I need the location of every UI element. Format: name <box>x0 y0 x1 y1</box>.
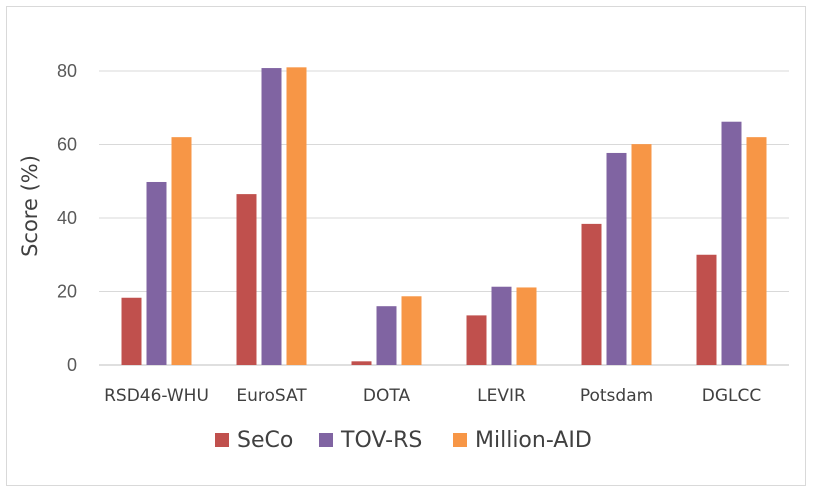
x-category-label: DGLCC <box>702 386 761 406</box>
x-axis-categories: RSD46-WHU EuroSAT DOTA LEVIR Potsdam DGLCC <box>104 386 761 406</box>
y-axis-ticks: 0 20 40 60 80 <box>57 61 77 375</box>
bar-tov-rs-potsdam <box>606 152 627 365</box>
bar-seco-eurosat <box>236 194 257 365</box>
x-category-label: EuroSAT <box>236 386 307 406</box>
bar-million-aid-levir <box>516 287 537 365</box>
legend-swatch-seco <box>215 433 229 447</box>
y-tick-label: 0 <box>67 355 77 375</box>
bar-million-aid-eurosat <box>286 67 307 365</box>
y-tick-label: 20 <box>57 282 77 302</box>
y-tick-label: 80 <box>57 61 77 81</box>
x-category-label: LEVIR <box>477 386 526 406</box>
bar-tov-rs-rsd46-whu <box>146 181 167 365</box>
bar-tov-rs-dota <box>376 306 397 365</box>
legend-label-tov-rs: TOV-RS <box>340 428 422 453</box>
bar-tov-rs-levir <box>491 286 512 365</box>
y-tick-label: 60 <box>57 135 77 155</box>
bar-chart: 0 20 40 60 80 RSD46-WHU EuroSAT DOTA LEVIR Potsd… <box>18 61 789 453</box>
bar-million-aid-dglcc <box>746 137 767 365</box>
legend-swatch-tov-rs <box>319 433 333 447</box>
bar-seco-rsd46-whu <box>121 297 142 365</box>
bar-tov-rs-dglcc <box>721 121 742 365</box>
chart-frame: 0 20 40 60 80 RSD46-WHU EuroSAT DOTA LEVIR Potsd… <box>6 6 806 486</box>
bar-seco-dota <box>351 361 372 365</box>
bar-seco-dglcc <box>696 254 717 365</box>
bar-seco-levir <box>466 315 487 365</box>
legend-label-million-aid: Million-AID <box>475 428 592 453</box>
bar-tov-rs-eurosat <box>261 68 282 365</box>
x-category-label: RSD46-WHU <box>104 386 209 406</box>
bar-seco-potsdam <box>581 223 602 365</box>
gridlines <box>99 70 789 366</box>
y-tick-label: 40 <box>57 208 77 228</box>
x-category-label: DOTA <box>363 386 411 406</box>
bar-million-aid-potsdam <box>631 144 652 365</box>
bar-million-aid-dota <box>401 296 422 365</box>
bars <box>121 67 767 365</box>
y-axis-label: Score (%) <box>18 155 42 257</box>
legend-label-seco: SeCo <box>237 428 293 453</box>
bar-million-aid-rsd46-whu <box>171 137 192 365</box>
x-category-label: Potsdam <box>580 386 653 406</box>
legend: SeCo TOV-RS Million-AID <box>215 428 592 453</box>
legend-swatch-million-aid <box>453 433 467 447</box>
